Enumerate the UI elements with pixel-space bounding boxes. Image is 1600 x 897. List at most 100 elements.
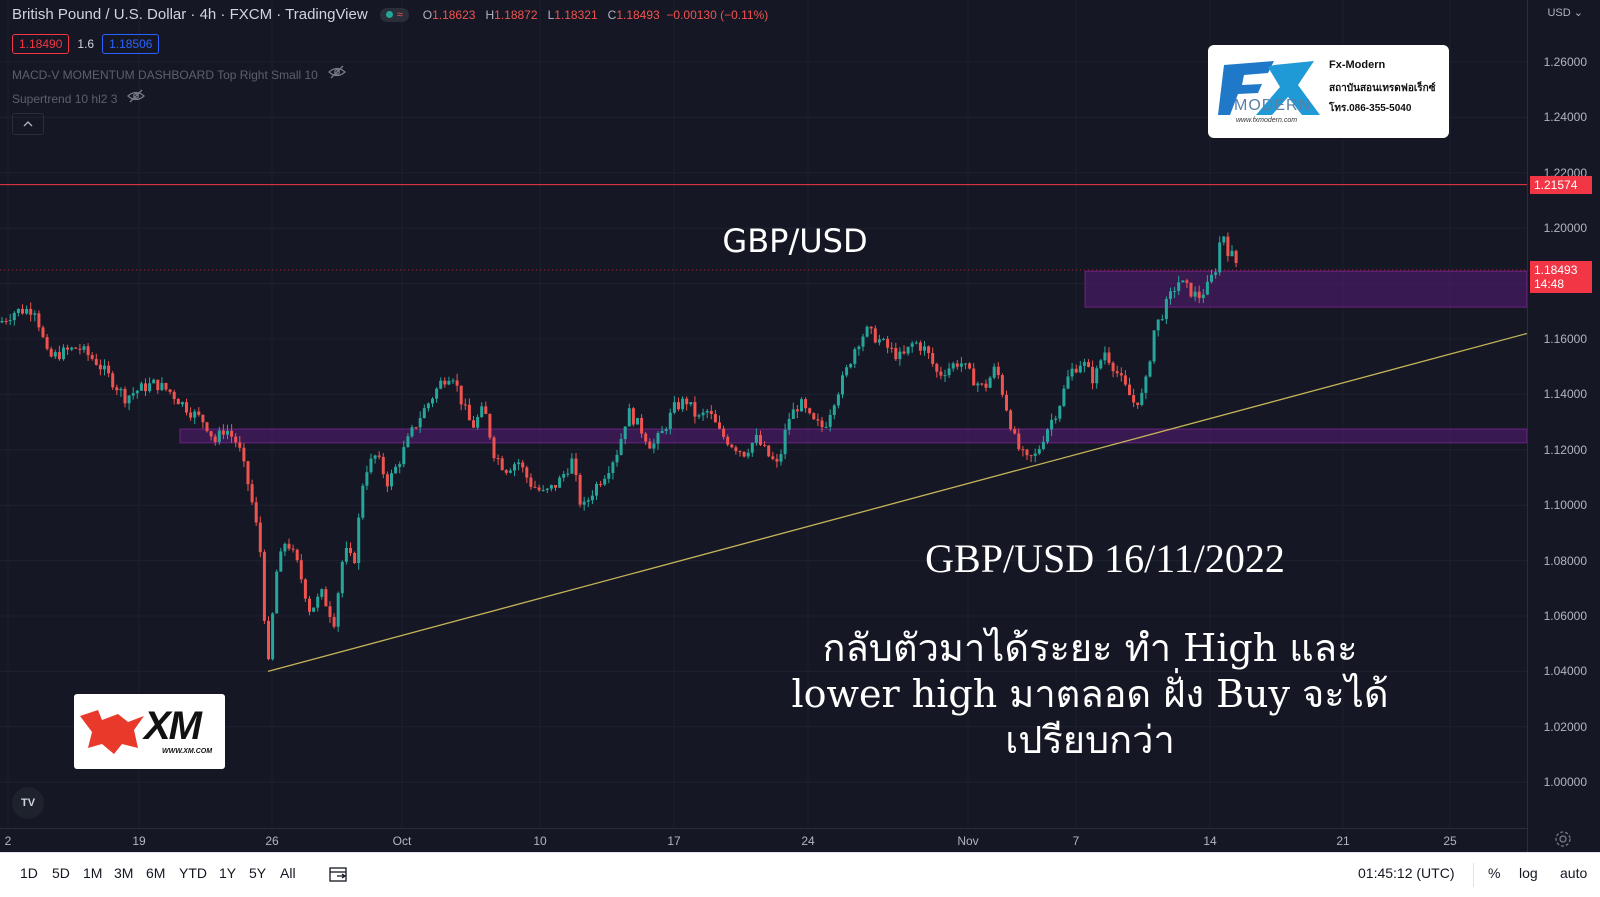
candle[interactable] [607,472,611,479]
candle[interactable] [160,383,164,391]
candle[interactable] [517,462,521,465]
candle[interactable] [488,413,492,438]
candle[interactable] [25,308,29,314]
candle[interactable] [652,443,656,449]
support-resistance-zone[interactable] [1084,270,1527,308]
candle[interactable] [549,485,553,489]
candle[interactable] [939,371,943,376]
candle[interactable] [1050,419,1054,430]
candle[interactable] [689,402,693,405]
candle[interactable] [1087,362,1090,367]
time-axis[interactable]: 2 19 26 Oct 10 17 24 Nov 7 14 21 25 [0,828,1527,853]
candle[interactable] [1103,352,1107,361]
candle[interactable] [172,391,176,400]
range-button-5d[interactable]: 5D [52,865,70,881]
candle[interactable] [422,408,426,419]
candle[interactable] [857,346,861,350]
candle[interactable] [1119,373,1123,376]
candle[interactable] [984,383,988,388]
candle[interactable] [627,408,631,427]
candle[interactable] [66,347,70,350]
candle[interactable] [312,607,316,612]
candle[interactable] [1123,375,1127,385]
candle[interactable] [1210,274,1213,282]
candle[interactable] [959,363,963,367]
candle[interactable] [935,363,939,372]
candle[interactable] [619,439,623,455]
candle[interactable] [406,436,410,448]
candle[interactable] [759,435,762,445]
candle[interactable] [787,418,791,430]
sell-button[interactable]: 1.18490 [12,34,70,54]
candle[interactable] [746,452,750,457]
candle[interactable] [201,414,205,423]
candle[interactable] [447,381,451,385]
candle[interactable] [0,321,4,323]
candle[interactable] [541,489,545,491]
candle[interactable] [590,495,594,501]
go-to-date-button[interactable] [329,865,349,888]
candle[interactable] [402,447,406,465]
log-toggle[interactable]: log [1519,865,1538,881]
range-button-3m[interactable]: 3M [114,865,134,881]
candle[interactable] [955,363,959,367]
candle[interactable] [660,430,664,434]
candle[interactable] [271,613,275,660]
candle[interactable] [972,368,976,386]
candle[interactable] [33,313,37,315]
candle[interactable] [197,411,201,415]
candle[interactable] [242,447,246,462]
candle[interactable] [902,351,906,354]
candle[interactable] [107,365,111,374]
candle[interactable] [943,375,947,377]
candle[interactable] [877,339,881,343]
candle[interactable] [562,474,566,478]
candle[interactable] [209,431,213,437]
candle[interactable] [238,442,242,448]
candle[interactable] [221,430,225,435]
candle[interactable] [439,380,443,389]
candle[interactable] [1033,453,1037,456]
candle[interactable] [1201,294,1205,298]
candle[interactable] [156,379,160,391]
candle[interactable] [1082,362,1086,366]
candle[interactable] [750,442,754,453]
candle[interactable] [812,413,816,420]
candle[interactable] [574,458,578,476]
candle[interactable] [1214,272,1218,275]
candle[interactable] [779,454,783,462]
candle[interactable] [525,467,529,478]
candle[interactable] [734,447,738,452]
candle[interactable] [332,616,336,627]
candle[interactable] [217,430,221,442]
candle[interactable] [1095,368,1099,384]
candle[interactable] [4,321,8,323]
candle[interactable] [1025,449,1029,456]
candle[interactable] [791,409,795,419]
candle[interactable] [988,377,992,388]
candle[interactable] [841,375,844,395]
candle[interactable] [49,348,53,357]
candle[interactable] [603,478,607,485]
candle[interactable] [644,433,648,442]
candle[interactable] [656,433,660,444]
candle[interactable] [267,620,270,660]
candle[interactable] [226,430,229,435]
candle[interactable] [127,395,131,404]
buy-button[interactable]: 1.18506 [102,34,160,54]
candle[interactable] [730,444,734,448]
candle[interactable] [648,441,652,449]
candle[interactable] [910,343,914,347]
candle[interactable] [685,398,689,405]
candle[interactable] [275,571,279,614]
candle[interactable] [775,458,779,462]
candle[interactable] [795,409,799,412]
candle[interactable] [513,464,516,471]
candle[interactable] [78,348,82,350]
candle[interactable] [1140,392,1144,405]
candle[interactable] [1144,376,1148,393]
candle[interactable] [1230,250,1234,257]
candle[interactable] [882,338,885,340]
candle[interactable] [340,561,344,594]
candle[interactable] [640,417,644,434]
